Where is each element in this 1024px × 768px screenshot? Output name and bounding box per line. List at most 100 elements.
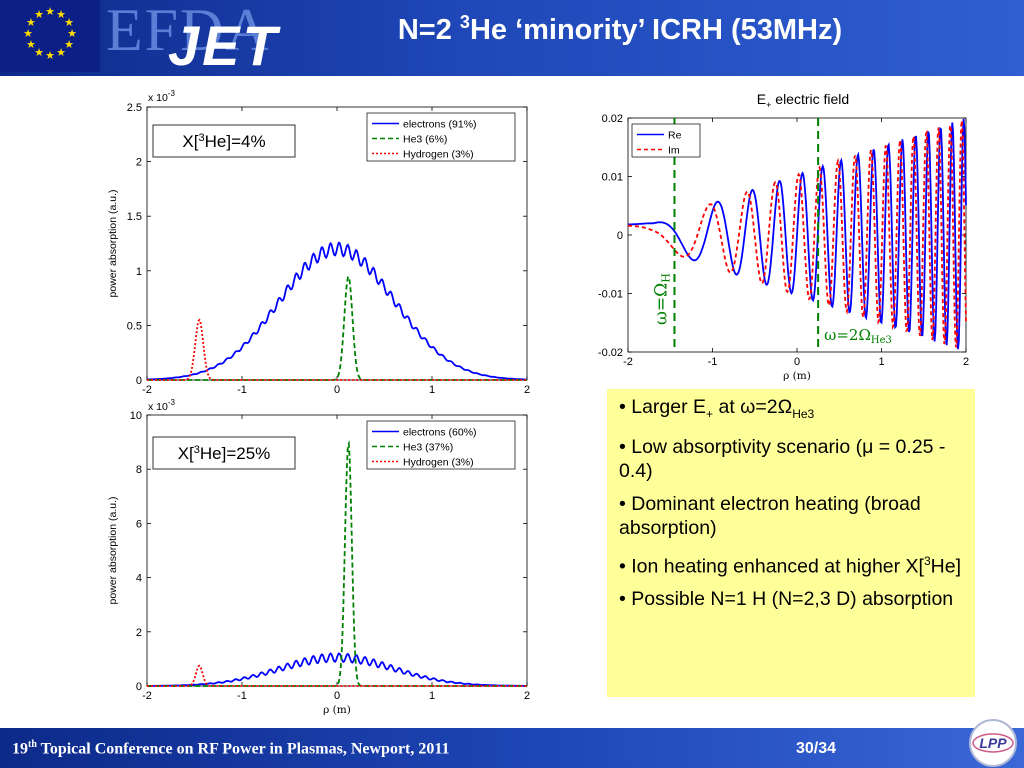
x-tick-label: 0: [794, 356, 800, 368]
legend: electrons (60%) He3 (37%) Hydrogen (3%): [366, 420, 516, 470]
x-axis-label: ρ (m): [783, 370, 811, 382]
y-tick-label: 6: [136, 518, 142, 530]
legend-label: Hydrogen (3%): [403, 149, 474, 161]
flag-star-icon: ★: [64, 16, 74, 29]
y-tick-label: 0: [136, 681, 142, 693]
y-axis-label: power absorption (a.u.): [107, 497, 119, 605]
flag-star-icon: ★: [67, 27, 77, 40]
y-tick-label: 1.5: [127, 211, 142, 223]
x-tick-label: 0: [334, 690, 340, 702]
bullet-item: • Possible N=1 H (N=2,3 D) absorption: [619, 587, 969, 611]
flag-star-icon: ★: [64, 38, 74, 51]
bullet-text: • Low absorptivity scenario (μ = 0.25 - …: [619, 435, 946, 482]
title-superscript: 3: [459, 12, 470, 32]
axis-multiplier: x 10-3: [148, 398, 176, 413]
chart-bottom: -2 -1 0 1 2 0 2 4 6 8 10 electrons (60%) He3 (37%) Hy…: [107, 398, 530, 716]
y-axis-label: power absorption (a.u.): [107, 190, 119, 298]
series-line-electrons: [146, 241, 527, 381]
plot-frame: [627, 117, 967, 353]
footer-ordinal: 19: [12, 740, 28, 758]
x-tick-label: -1: [237, 690, 247, 702]
series-line-re: [628, 118, 967, 350]
legend: Re Im: [631, 123, 701, 158]
y-tick-label: 2.5: [127, 102, 142, 114]
y-tick-label: -0.02: [598, 347, 623, 359]
bullet-text: He]: [930, 555, 962, 578]
bullet-text: He3: [792, 406, 815, 421]
y-tick-label: 0.5: [127, 320, 142, 332]
legend-label: Hydrogen (3%): [403, 457, 474, 469]
y-tick-label: 4: [136, 573, 142, 585]
x-tick-label: -2: [142, 384, 152, 396]
bullet-box: • Larger E+ at ω=2ΩHe3 • Low absorptivity…: [607, 389, 975, 697]
x-tick-label: 1: [429, 384, 435, 396]
concentration-label: X[3He]=4%: [182, 132, 265, 151]
y-tick-label: 2: [136, 627, 142, 639]
y-tick-label: 0.02: [602, 113, 623, 125]
bullet-text: • Ion heating enhanced at higher X[: [619, 555, 924, 578]
x-tick-label: 1: [429, 690, 435, 702]
y-tick-label: 2: [136, 157, 142, 169]
legend-label: electrons (91%): [403, 119, 477, 131]
legend-label: He3 (6%): [403, 134, 447, 146]
x-tick-label: -1: [237, 384, 247, 396]
y-tick-label: -0.01: [598, 289, 623, 301]
page-number: 30/34: [796, 740, 837, 757]
y-tick-label: 10: [130, 410, 142, 422]
x-tick-label: -2: [623, 356, 633, 368]
lpp-logo-text: LPP: [979, 735, 1007, 751]
footer-conference: 19th Topical Conference on RF Power in P…: [12, 739, 449, 758]
series-line-hydrogen: [147, 318, 527, 381]
bullet-text: at ω=2Ω: [713, 396, 793, 418]
series-line-im: [628, 120, 967, 348]
flag-star-icon: ★: [26, 16, 36, 29]
legend-label: Im: [668, 145, 680, 157]
flag-star-icon: ★: [34, 46, 44, 59]
bullet-item: • Larger E+ at ω=2ΩHe3: [619, 395, 969, 426]
resonance-label: ω=2ΩHe3: [824, 326, 892, 346]
flag-star-icon: ★: [56, 8, 66, 21]
x-tick-label: 0: [334, 384, 340, 396]
flag-star-icon: ★: [34, 8, 44, 21]
legend-label: He3 (37%): [403, 442, 453, 454]
x-tick-label: 2: [963, 356, 969, 368]
flag-star-icon: ★: [45, 5, 55, 18]
lpp-logo: LPP: [969, 719, 1017, 767]
slide-title: N=2 3He ‘minority’ ICRH (53MHz): [300, 12, 940, 47]
bullet-item: • Ion heating enhanced at higher X[3He]: [619, 549, 969, 579]
flag-star-icon: ★: [23, 27, 33, 40]
axis-multiplier: x 10-3: [148, 89, 176, 104]
title-text: N=2: [397, 14, 460, 46]
series-line-electrons: [147, 652, 527, 687]
concentration-label: X[3He]=25%: [178, 444, 271, 463]
x-tick-label: -2: [142, 690, 152, 702]
chart-efield: -2 -1 0 1 2 -0.02 -0.01 0 0.01 0.02 ω=ΩH ω=2ΩHe3 Re I…: [598, 91, 969, 382]
chart-top: -2 -1 0 1 2 0 0.5 1 1.5 2 2.5 electrons (91%) He3 (6…: [107, 89, 530, 396]
title-text-rest: He ‘minority’ ICRH (53MHz): [469, 14, 843, 46]
bullet-item: • Dominant electron heating (broad absor…: [619, 492, 969, 540]
bullet-text: • Larger E: [619, 396, 707, 418]
chart-title: E+ electric field: [757, 91, 849, 110]
series-line-he3: [147, 440, 527, 687]
series-line-hydrogen: [147, 664, 527, 687]
jet-logo: JET: [168, 14, 280, 77]
legend: electrons (91%) He3 (6%) Hydrogen (3%): [366, 112, 516, 162]
flag-star-icon: ★: [26, 38, 36, 51]
legend-box: [366, 420, 516, 470]
header-bar: [0, 0, 1024, 76]
flag-star-icon: ★: [45, 49, 55, 62]
bullet-item: • Low absorptivity scenario (μ = 0.25 - …: [619, 435, 969, 483]
concentration-box: [152, 124, 296, 158]
x-tick-label: 1: [878, 356, 884, 368]
x-tick-label: 2: [524, 384, 530, 396]
footer-text: Topical Conference on RF Power in Plasma…: [36, 740, 450, 758]
plot-frame: [146, 106, 528, 381]
bullet-text: • Possible N=1 H (N=2,3 D) absorption: [619, 588, 954, 611]
concentration-box: [152, 436, 296, 470]
legend-label: Re: [668, 130, 682, 142]
y-tick-label: 0: [136, 375, 142, 387]
resonance-label: ω=ΩH: [651, 273, 672, 325]
series-line-he3: [147, 275, 527, 381]
x-tick-label: 2: [524, 690, 530, 702]
legend-label: electrons (60%): [403, 427, 477, 439]
